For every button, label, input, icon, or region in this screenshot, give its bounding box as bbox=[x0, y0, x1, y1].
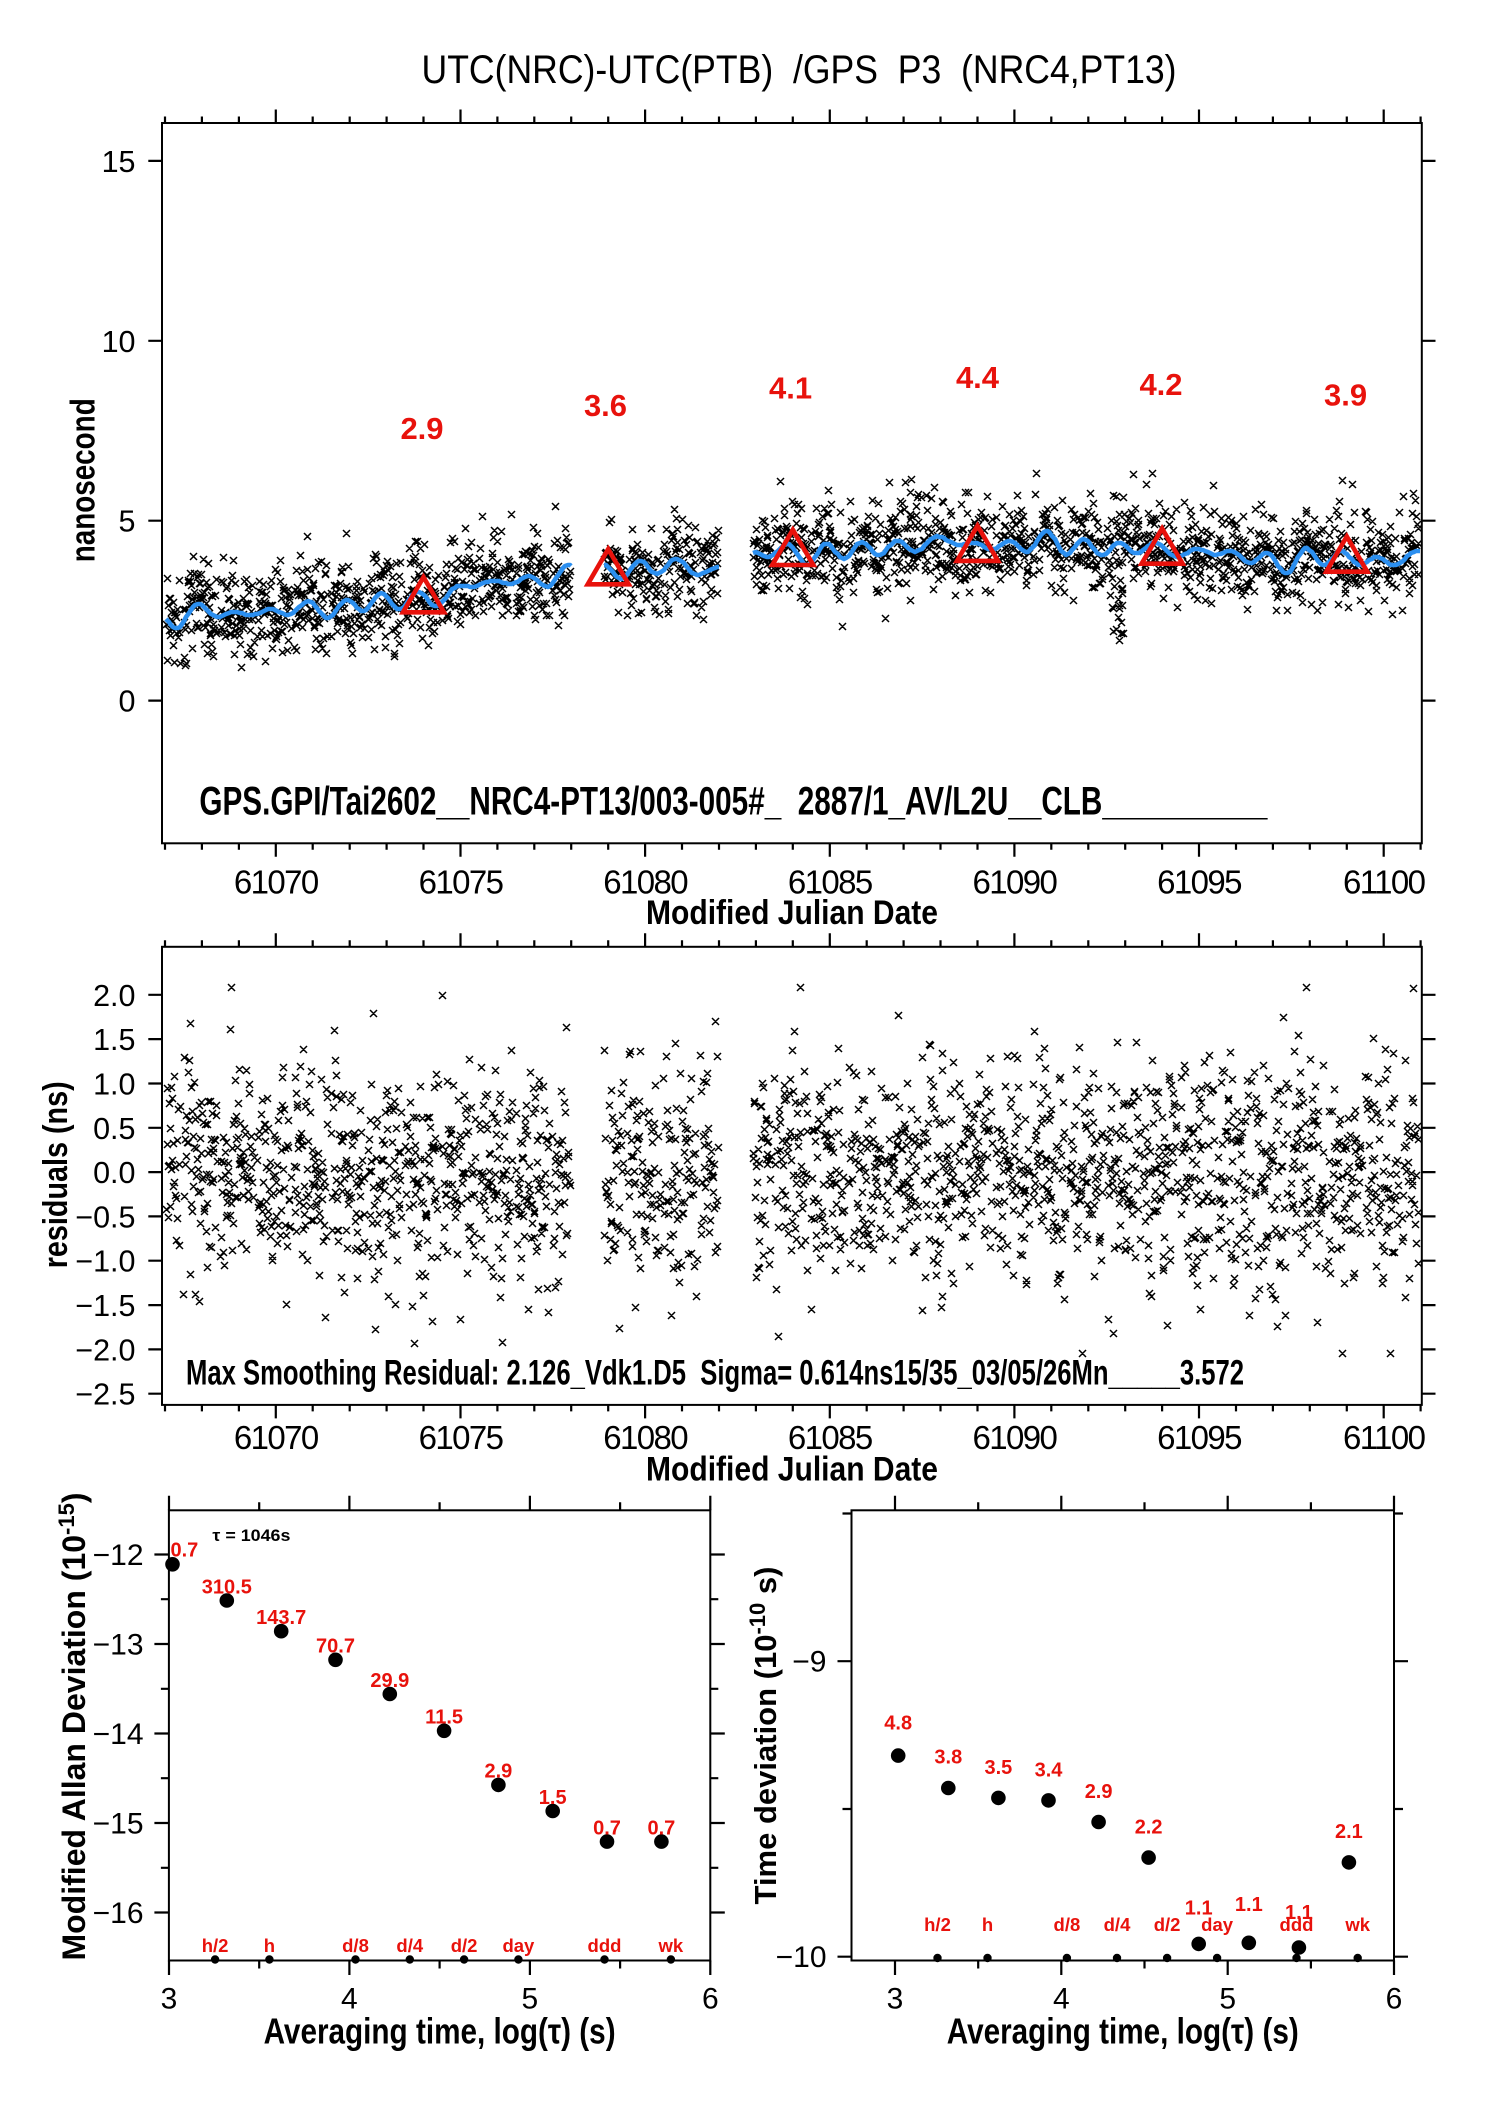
svg-text:GPS.GPI/Tai2602__NRC4-PT13/003: GPS.GPI/Tai2602__NRC4-PT13/003-005#_ 288… bbox=[199, 780, 1268, 824]
svg-text:ddd: ddd bbox=[1280, 1914, 1314, 1935]
svg-text:ddd: ddd bbox=[588, 1935, 622, 1956]
svg-text:d/4: d/4 bbox=[1104, 1914, 1131, 1935]
svg-text:2.0: 2.0 bbox=[93, 979, 135, 1013]
svg-text:3: 3 bbox=[887, 1983, 904, 2016]
svg-text:4.8: 4.8 bbox=[884, 1713, 912, 1735]
svg-text:61070: 61070 bbox=[234, 1419, 319, 1456]
svg-text:−16: −16 bbox=[93, 1897, 144, 1930]
svg-text:h/2: h/2 bbox=[924, 1914, 951, 1935]
svg-text:d/8: d/8 bbox=[1054, 1914, 1081, 1935]
svg-text:61090: 61090 bbox=[973, 1419, 1058, 1456]
svg-text:15: 15 bbox=[102, 145, 136, 179]
svg-text:61080: 61080 bbox=[603, 864, 688, 901]
svg-text:4: 4 bbox=[341, 1983, 358, 2016]
svg-text:Averaging time, log(τ) (s): Averaging time, log(τ) (s) bbox=[947, 2010, 1299, 2051]
svg-text:3.6: 3.6 bbox=[584, 388, 627, 423]
svg-text:3.4: 3.4 bbox=[1035, 1759, 1064, 1781]
svg-text:2.9: 2.9 bbox=[400, 411, 443, 446]
svg-text:Max Smoothing Residual: 2.126_: Max Smoothing Residual: 2.126_Vdk1.D5 Si… bbox=[186, 1353, 1244, 1392]
svg-text:day: day bbox=[502, 1935, 535, 1956]
svg-text:h/2: h/2 bbox=[202, 1935, 229, 1956]
svg-text:Averaging time, log(τ) (s): Averaging time, log(τ) (s) bbox=[264, 2010, 616, 2051]
svg-text:61075: 61075 bbox=[419, 1419, 503, 1456]
svg-text:−15: −15 bbox=[93, 1808, 144, 1841]
svg-text:310.5: 310.5 bbox=[202, 1576, 252, 1598]
svg-text:1.1: 1.1 bbox=[1235, 1894, 1263, 1916]
svg-text:Modified Allan Deviation (10-1: Modified Allan Deviation (10-15) bbox=[54, 1493, 92, 1961]
svg-text:5: 5 bbox=[119, 505, 136, 539]
svg-text:−1.5: −1.5 bbox=[75, 1289, 135, 1323]
svg-text:−12: −12 bbox=[93, 1539, 144, 1572]
svg-text:h: h bbox=[264, 1935, 275, 1956]
svg-text:61095: 61095 bbox=[1157, 864, 1241, 901]
svg-text:6: 6 bbox=[1386, 1983, 1403, 2016]
svg-text:29.9: 29.9 bbox=[370, 1670, 409, 1692]
svg-text:4.1: 4.1 bbox=[769, 370, 812, 405]
svg-text:−13: −13 bbox=[93, 1629, 144, 1662]
svg-text:11.5: 11.5 bbox=[425, 1707, 463, 1729]
svg-text:2.2: 2.2 bbox=[1135, 1817, 1163, 1839]
svg-text:nanosecond: nanosecond bbox=[65, 398, 103, 562]
svg-text:1.1: 1.1 bbox=[1285, 1902, 1313, 1924]
svg-text:d/8: d/8 bbox=[342, 1935, 369, 1956]
svg-text:wk: wk bbox=[658, 1935, 684, 1956]
svg-text:61090: 61090 bbox=[973, 864, 1058, 901]
svg-text:61095: 61095 bbox=[1157, 1419, 1241, 1456]
svg-text:0.7: 0.7 bbox=[171, 1539, 199, 1561]
svg-text:3.9: 3.9 bbox=[1324, 377, 1367, 412]
svg-text:h: h bbox=[982, 1914, 993, 1935]
svg-text:UTC(NRC)-UTC(PTB) /GPS P3 (: UTC(NRC)-UTC(PTB) /GPS P3 (NRC4,PT13) bbox=[422, 48, 1177, 92]
svg-text:0.0: 0.0 bbox=[93, 1156, 135, 1190]
svg-text:1.1: 1.1 bbox=[1185, 1897, 1213, 1919]
svg-text:−9: −9 bbox=[792, 1646, 826, 1679]
svg-text:61080: 61080 bbox=[603, 1419, 688, 1456]
svg-text:4.4: 4.4 bbox=[956, 360, 1000, 395]
svg-text:Modified Julian Date: Modified Julian Date bbox=[646, 894, 938, 932]
svg-text:4.2: 4.2 bbox=[1139, 367, 1182, 402]
svg-text:−2.5: −2.5 bbox=[75, 1378, 135, 1412]
svg-text:−2.0: −2.0 bbox=[75, 1333, 135, 1367]
svg-text:61075: 61075 bbox=[419, 864, 503, 901]
svg-text:61100: 61100 bbox=[1343, 864, 1426, 901]
svg-text:wk: wk bbox=[1344, 1914, 1370, 1935]
svg-text:2.1: 2.1 bbox=[1335, 1821, 1363, 1843]
svg-text:61100: 61100 bbox=[1343, 1419, 1426, 1456]
svg-text:143.7: 143.7 bbox=[256, 1607, 306, 1629]
svg-text:−14: −14 bbox=[93, 1718, 144, 1751]
svg-text:5: 5 bbox=[522, 1983, 539, 2016]
svg-text:0.5: 0.5 bbox=[93, 1112, 135, 1146]
svg-text:61070: 61070 bbox=[234, 864, 319, 901]
svg-text:1.0: 1.0 bbox=[93, 1068, 135, 1102]
svg-text:0.7: 0.7 bbox=[593, 1817, 621, 1839]
svg-text:residuals (ns): residuals (ns) bbox=[37, 1081, 75, 1268]
svg-text:3.8: 3.8 bbox=[934, 1747, 962, 1769]
svg-text:Modified Julian Date: Modified Julian Date bbox=[646, 1451, 938, 1489]
svg-text:5: 5 bbox=[1219, 1983, 1236, 2016]
svg-text:d/2: d/2 bbox=[1154, 1914, 1181, 1935]
svg-text:day: day bbox=[1201, 1914, 1234, 1935]
svg-text:3.5: 3.5 bbox=[984, 1757, 1012, 1779]
svg-text:2.9: 2.9 bbox=[484, 1761, 512, 1783]
svg-text:6: 6 bbox=[702, 1983, 719, 2016]
svg-text:10: 10 bbox=[102, 325, 136, 359]
svg-text:3: 3 bbox=[161, 1983, 178, 2016]
svg-text:1.5: 1.5 bbox=[539, 1787, 567, 1809]
svg-text:2.9: 2.9 bbox=[1085, 1781, 1113, 1803]
svg-text:61085: 61085 bbox=[788, 1419, 872, 1456]
svg-text:τ = 1046s: τ = 1046s bbox=[212, 1527, 290, 1545]
svg-text:−1.0: −1.0 bbox=[75, 1245, 135, 1279]
svg-text:70.7: 70.7 bbox=[316, 1636, 355, 1658]
svg-text:d/2: d/2 bbox=[451, 1935, 478, 1956]
svg-text:d/4: d/4 bbox=[396, 1935, 423, 1956]
svg-text:61085: 61085 bbox=[788, 864, 872, 901]
svg-text:−10: −10 bbox=[776, 1941, 827, 1974]
svg-text:0: 0 bbox=[119, 685, 136, 719]
svg-text:1.5: 1.5 bbox=[93, 1023, 135, 1057]
svg-text:−0.5: −0.5 bbox=[75, 1200, 135, 1234]
svg-text:0.7: 0.7 bbox=[647, 1817, 675, 1839]
svg-text:4: 4 bbox=[1053, 1983, 1070, 2016]
